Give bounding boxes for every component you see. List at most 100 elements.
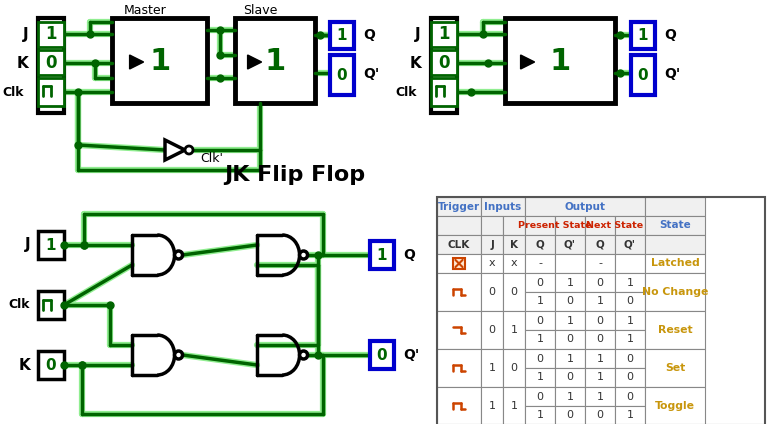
- Bar: [503, 235, 525, 254]
- Polygon shape: [130, 55, 144, 69]
- Bar: [505, 18, 615, 103]
- Text: 0: 0: [439, 54, 450, 72]
- Text: Q: Q: [363, 28, 375, 42]
- Circle shape: [300, 251, 307, 259]
- Text: Latched: Latched: [650, 259, 700, 268]
- Text: 1: 1: [149, 47, 170, 76]
- Bar: [437, 235, 481, 254]
- Text: 0: 0: [567, 335, 574, 344]
- Text: 1: 1: [567, 391, 574, 402]
- Bar: [437, 387, 481, 424]
- Bar: [431, 22, 457, 47]
- Bar: [555, 216, 585, 235]
- Bar: [525, 311, 555, 330]
- Text: CLK: CLK: [448, 240, 470, 249]
- Bar: [437, 349, 481, 387]
- Text: 0: 0: [488, 325, 495, 335]
- Bar: [525, 235, 555, 254]
- Bar: [525, 330, 555, 349]
- Text: Reset: Reset: [657, 325, 692, 335]
- Bar: [555, 387, 585, 406]
- Bar: [38, 78, 64, 106]
- Bar: [555, 254, 585, 273]
- Bar: [585, 311, 615, 330]
- Bar: [330, 55, 354, 95]
- Text: 0: 0: [537, 354, 544, 363]
- Bar: [631, 55, 655, 95]
- Bar: [525, 387, 555, 406]
- Bar: [503, 311, 525, 349]
- Text: Q: Q: [664, 28, 676, 42]
- Text: JK Flip Flop: JK Flip Flop: [224, 165, 366, 185]
- Text: 0: 0: [597, 410, 604, 421]
- Text: 0: 0: [537, 315, 544, 326]
- Text: 0: 0: [45, 54, 57, 72]
- Bar: [645, 311, 705, 349]
- Text: 0: 0: [627, 373, 634, 382]
- Bar: [431, 50, 457, 75]
- Circle shape: [300, 351, 307, 359]
- Text: 1: 1: [537, 410, 544, 421]
- Bar: [437, 254, 481, 273]
- Text: Q: Q: [535, 240, 545, 249]
- Text: 0: 0: [597, 277, 604, 287]
- Text: 1: 1: [537, 335, 544, 344]
- Bar: [525, 197, 645, 216]
- Text: Inputs: Inputs: [485, 201, 521, 212]
- Bar: [585, 254, 615, 273]
- Text: Q: Q: [403, 248, 415, 262]
- Text: 0: 0: [511, 287, 518, 297]
- Bar: [645, 387, 705, 424]
- Bar: [645, 216, 705, 235]
- Bar: [525, 216, 555, 235]
- Bar: [525, 406, 555, 424]
- Text: J: J: [490, 240, 494, 249]
- Bar: [615, 235, 645, 254]
- Text: J: J: [22, 26, 28, 42]
- Bar: [437, 216, 481, 235]
- Bar: [481, 387, 503, 424]
- Bar: [431, 78, 457, 106]
- Text: 1: 1: [537, 373, 544, 382]
- Bar: [38, 22, 64, 47]
- Text: 0: 0: [627, 354, 634, 363]
- Text: 1: 1: [567, 277, 574, 287]
- Bar: [645, 273, 705, 311]
- Bar: [585, 368, 615, 387]
- Bar: [615, 292, 645, 311]
- Bar: [615, 368, 645, 387]
- Text: Q': Q': [403, 348, 419, 362]
- Text: Clk': Clk': [200, 151, 223, 165]
- Text: x: x: [488, 259, 495, 268]
- Bar: [525, 292, 555, 311]
- Bar: [437, 273, 481, 311]
- Bar: [645, 254, 705, 273]
- Bar: [503, 216, 525, 235]
- Bar: [481, 254, 503, 273]
- Bar: [38, 231, 64, 259]
- Text: 0: 0: [537, 277, 544, 287]
- Text: No Change: No Change: [642, 287, 708, 297]
- Text: Next State: Next State: [587, 221, 644, 230]
- Text: Q': Q': [664, 67, 680, 81]
- Text: 1: 1: [627, 315, 634, 326]
- Bar: [615, 273, 645, 292]
- Text: 0: 0: [488, 287, 495, 297]
- Bar: [503, 349, 525, 387]
- Bar: [615, 311, 645, 330]
- Bar: [112, 18, 207, 103]
- Text: Slave: Slave: [243, 3, 277, 17]
- Text: 1: 1: [597, 354, 604, 363]
- Bar: [481, 349, 503, 387]
- Circle shape: [174, 351, 183, 359]
- Text: 1: 1: [637, 28, 648, 43]
- Bar: [525, 368, 555, 387]
- Text: 1: 1: [567, 315, 574, 326]
- Bar: [525, 349, 555, 368]
- Text: K: K: [16, 56, 28, 70]
- Bar: [431, 18, 457, 113]
- Text: 1: 1: [264, 47, 286, 76]
- Bar: [330, 22, 354, 49]
- Text: 0: 0: [376, 348, 387, 363]
- Text: Toggle: Toggle: [655, 401, 695, 411]
